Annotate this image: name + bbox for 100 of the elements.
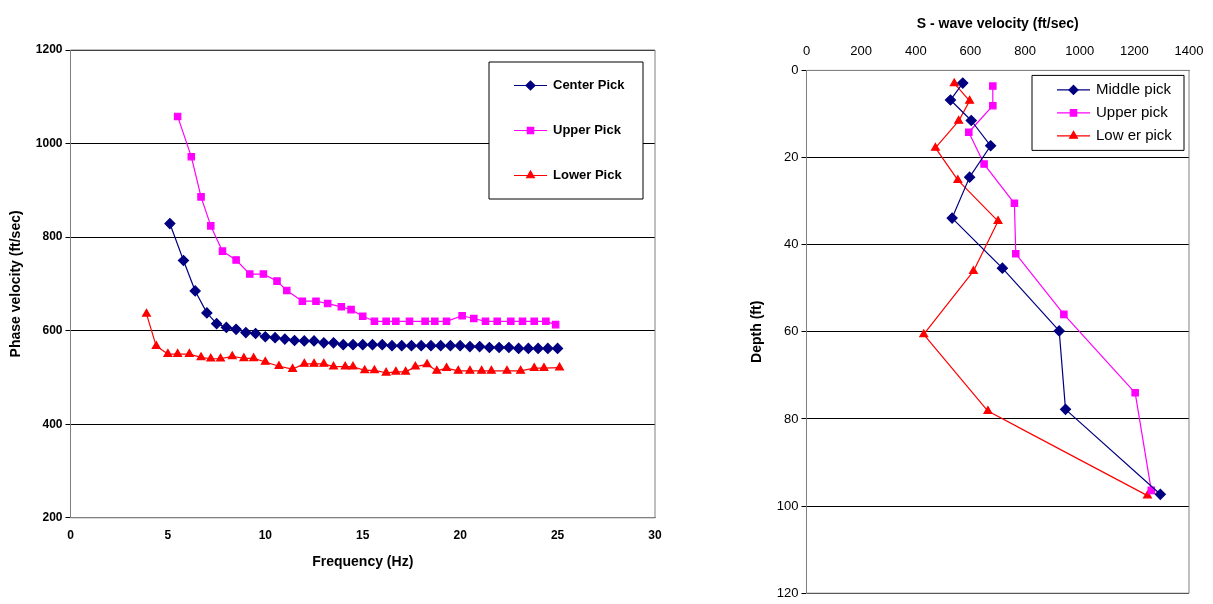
point (983, 405, 993, 414)
point (308, 335, 320, 347)
point (957, 77, 969, 89)
point (274, 361, 284, 370)
y-tick-label: 800 (42, 229, 63, 244)
point (954, 115, 964, 124)
x-tick-label: 1000 (1065, 43, 1095, 59)
point (1142, 490, 1152, 499)
point (366, 339, 379, 351)
point (516, 365, 526, 374)
point (245, 270, 254, 278)
point (189, 285, 201, 297)
x-tick-label: 20 (453, 528, 468, 543)
point (282, 286, 291, 295)
point (442, 363, 452, 371)
point (944, 94, 957, 106)
point (1053, 325, 1065, 337)
y-tick-label: 20 (784, 149, 799, 165)
point (196, 352, 206, 361)
point (477, 365, 487, 374)
point (1154, 488, 1166, 500)
point (415, 340, 427, 352)
point (347, 305, 355, 314)
point (177, 254, 190, 267)
point (163, 348, 173, 357)
point (164, 217, 176, 230)
point (312, 297, 320, 305)
point (946, 212, 958, 224)
point (347, 339, 359, 351)
point (319, 358, 329, 367)
point (985, 140, 997, 152)
point (953, 175, 963, 184)
point (340, 361, 350, 370)
point (230, 323, 242, 335)
point (337, 303, 346, 311)
point (542, 317, 550, 326)
point (993, 216, 1003, 224)
point (309, 358, 319, 367)
point (405, 340, 418, 352)
y-tick-label: 100 (776, 497, 799, 513)
point (989, 101, 997, 110)
point (358, 312, 367, 320)
point (405, 317, 414, 326)
point (435, 340, 447, 352)
legend-label: Upper Pick (553, 122, 622, 138)
y-tick-label: 1000 (35, 135, 63, 150)
point (518, 317, 527, 326)
point (968, 266, 978, 275)
point (542, 342, 554, 355)
point (432, 365, 442, 374)
y-axis-title: Phase velocity (ft/sec) (7, 210, 24, 358)
point (201, 307, 213, 319)
point (1012, 250, 1020, 258)
point (259, 331, 271, 343)
y-axis-title: Depth (ft) (748, 300, 765, 363)
point (392, 317, 400, 326)
point (422, 359, 432, 368)
point (396, 340, 408, 352)
x-tick-label: 10 (258, 528, 273, 543)
point (298, 335, 310, 347)
point (232, 256, 240, 264)
point (980, 160, 988, 168)
point (386, 340, 398, 352)
point (187, 152, 196, 161)
point (337, 339, 349, 351)
y-tick-label: 0 (791, 61, 799, 77)
x-tick-label: 0 (67, 528, 75, 543)
point (486, 365, 496, 374)
point (151, 341, 161, 349)
point (382, 317, 390, 326)
point (259, 270, 268, 278)
point (530, 317, 538, 326)
point (273, 277, 281, 285)
point (327, 337, 340, 349)
point (360, 365, 370, 374)
point (211, 318, 223, 330)
point (444, 340, 457, 352)
x-tick-label: 5 (164, 528, 172, 543)
point (507, 317, 515, 326)
point (425, 340, 437, 352)
point (474, 340, 486, 353)
point (502, 365, 512, 374)
point (141, 308, 151, 317)
point (1131, 389, 1139, 397)
y-tick-label: 120 (776, 584, 799, 600)
point (369, 365, 379, 374)
y-tick-label: 400 (42, 416, 63, 431)
point (184, 348, 194, 357)
point (220, 321, 232, 334)
point (218, 247, 227, 255)
point (464, 340, 476, 353)
point (453, 365, 463, 374)
point (357, 339, 369, 351)
point (298, 297, 307, 305)
point (965, 114, 977, 127)
y-tick-label: 200 (42, 510, 63, 525)
point (329, 361, 339, 370)
point (401, 366, 411, 375)
point (483, 341, 495, 354)
x-axis-title: S - wave velocity (ft/sec) (916, 15, 1079, 32)
